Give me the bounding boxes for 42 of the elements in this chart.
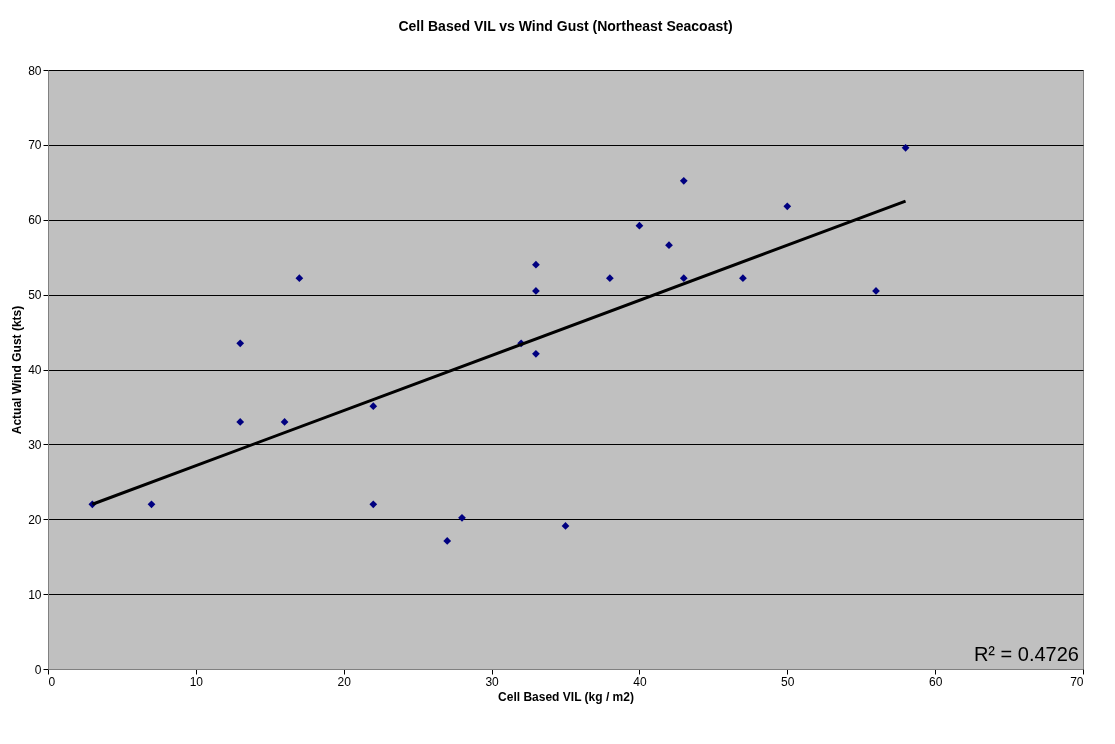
point <box>605 274 614 283</box>
x-tick-label: 10 <box>189 674 204 689</box>
x-tick-label: 60 <box>928 674 943 689</box>
point <box>280 418 289 426</box>
point <box>236 339 245 348</box>
y-tick-label: 10 <box>28 587 42 602</box>
point <box>147 500 156 509</box>
point <box>679 176 688 185</box>
point <box>532 260 540 269</box>
point <box>369 402 378 411</box>
point <box>532 349 540 358</box>
point <box>679 274 688 283</box>
y-tick-label: 50 <box>28 288 42 303</box>
x-tick-label: 70 <box>1070 674 1084 689</box>
x-axis-title: Cell Based VIL (kg / m2) <box>498 689 634 704</box>
chart-title: Cell Based VIL vs Wind Gust (Northeast Seacoast) <box>398 18 733 34</box>
x-tick-label: 20 <box>337 674 352 689</box>
annotation: R² = 0.4726 <box>973 643 1079 665</box>
x-tick-label: 0 <box>48 674 56 689</box>
y-tick-label: 40 <box>28 363 42 377</box>
point <box>532 287 540 295</box>
point <box>295 274 304 283</box>
point <box>783 202 792 211</box>
point <box>901 144 910 152</box>
x-tick-label: 30 <box>485 674 500 689</box>
point <box>739 274 747 283</box>
y-tick-label: 70 <box>28 138 42 153</box>
point <box>635 221 644 230</box>
point <box>458 513 466 522</box>
x-tick-label: 50 <box>781 674 795 689</box>
point <box>369 500 378 509</box>
y-tick-label: 20 <box>28 512 42 527</box>
y-tick-label: 60 <box>28 213 42 228</box>
y-tick-label: 80 <box>28 63 42 78</box>
y-tick-label: 0 <box>34 662 42 677</box>
y-tick-label: 30 <box>28 437 42 452</box>
point <box>561 522 570 530</box>
x-tick-label: 40 <box>633 674 647 689</box>
point <box>665 241 673 250</box>
point <box>236 418 245 426</box>
point <box>443 537 452 545</box>
y-axis-title: Actual Wind Gust (kts) <box>10 305 25 435</box>
